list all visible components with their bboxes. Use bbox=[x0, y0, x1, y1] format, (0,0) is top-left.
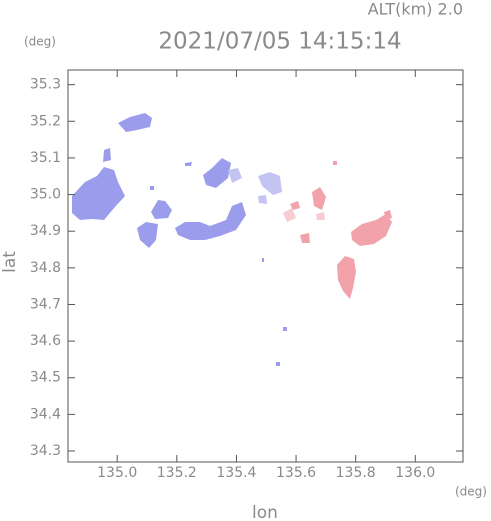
y-tick-label: 34.3 bbox=[30, 443, 61, 459]
y-unit: (deg) bbox=[24, 35, 56, 49]
subtitle: ALT(km) 2.0 bbox=[368, 0, 463, 19]
y-tick-label: 35.3 bbox=[30, 77, 61, 93]
x-unit: (deg) bbox=[455, 485, 487, 499]
x-tick-label: 135.8 bbox=[336, 465, 376, 481]
x-tick-label: 136.0 bbox=[395, 465, 435, 481]
y-tick-label: 34.5 bbox=[30, 370, 61, 386]
y-axis-label: lat bbox=[0, 251, 20, 273]
chart-title: 2021/07/05 14:15:14 bbox=[158, 29, 401, 55]
x-tick-label: 135.4 bbox=[216, 465, 256, 481]
y-tick-label: 34.6 bbox=[30, 333, 61, 349]
x-tick-label: 135.0 bbox=[97, 465, 137, 481]
y-tick-label: 34.8 bbox=[30, 260, 61, 276]
echo-areas bbox=[72, 113, 392, 366]
y-tick-label: 34.4 bbox=[30, 406, 61, 422]
x-tick-label: 135.2 bbox=[157, 465, 197, 481]
y-tick-label: 35.1 bbox=[30, 150, 61, 166]
y-tick-label: 35.2 bbox=[30, 113, 61, 129]
x-axis-label: lon bbox=[252, 503, 278, 521]
plot-frame bbox=[67, 69, 464, 463]
y-tick-label: 35.0 bbox=[30, 187, 61, 203]
y-tick-label: 34.7 bbox=[30, 296, 61, 312]
y-tick-label: 34.9 bbox=[30, 223, 61, 239]
x-tick-label: 135.6 bbox=[276, 465, 316, 481]
